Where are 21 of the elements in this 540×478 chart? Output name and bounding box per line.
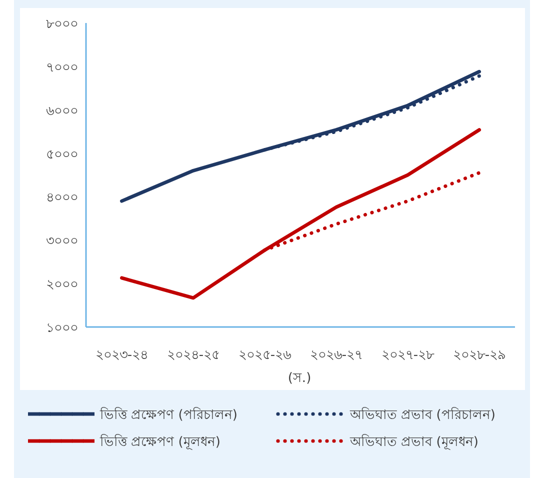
x-tick-label: ২০২৮-২৯: [452, 348, 506, 363]
x-tick-label: ২০২৬-২৭: [310, 348, 363, 363]
x-tick-label: ২০২৩-২৪: [95, 348, 148, 363]
y-tick-label: ২০০০: [46, 278, 78, 293]
y-tick-label: ১০০০: [46, 321, 78, 336]
legend-label: অভিঘাত প্রভাব (মূলধন): [349, 434, 478, 450]
legend-label: ভিত্তি প্রক্ষেপণ (মূলধন): [99, 434, 220, 450]
y-tick-label: ৫০০০: [46, 147, 78, 162]
x-axis-title: (স.): [288, 371, 312, 386]
legend-label: ভিত্তি প্রক্ষেপণ (পরিচালন): [99, 407, 238, 423]
y-tick-label: ৮০০০: [46, 17, 78, 32]
legend-label: অভিঘাত প্রভাব (পরিচালন): [349, 407, 496, 423]
y-tick-label: ৬০০০: [46, 104, 78, 119]
line-series: [120, 128, 481, 300]
x-tick-label: ২০২৫-২৬: [238, 348, 292, 363]
y-tick-label: ৭০০০: [46, 60, 78, 76]
x-tick-label: ২০২৭-২৮: [381, 348, 436, 363]
y-tick-label: ৪০০০: [46, 190, 78, 206]
line-series: [120, 70, 481, 203]
x-tick-label: ২০২৪-২৫: [166, 348, 220, 363]
y-tick-label: ৩০০০: [46, 234, 78, 250]
